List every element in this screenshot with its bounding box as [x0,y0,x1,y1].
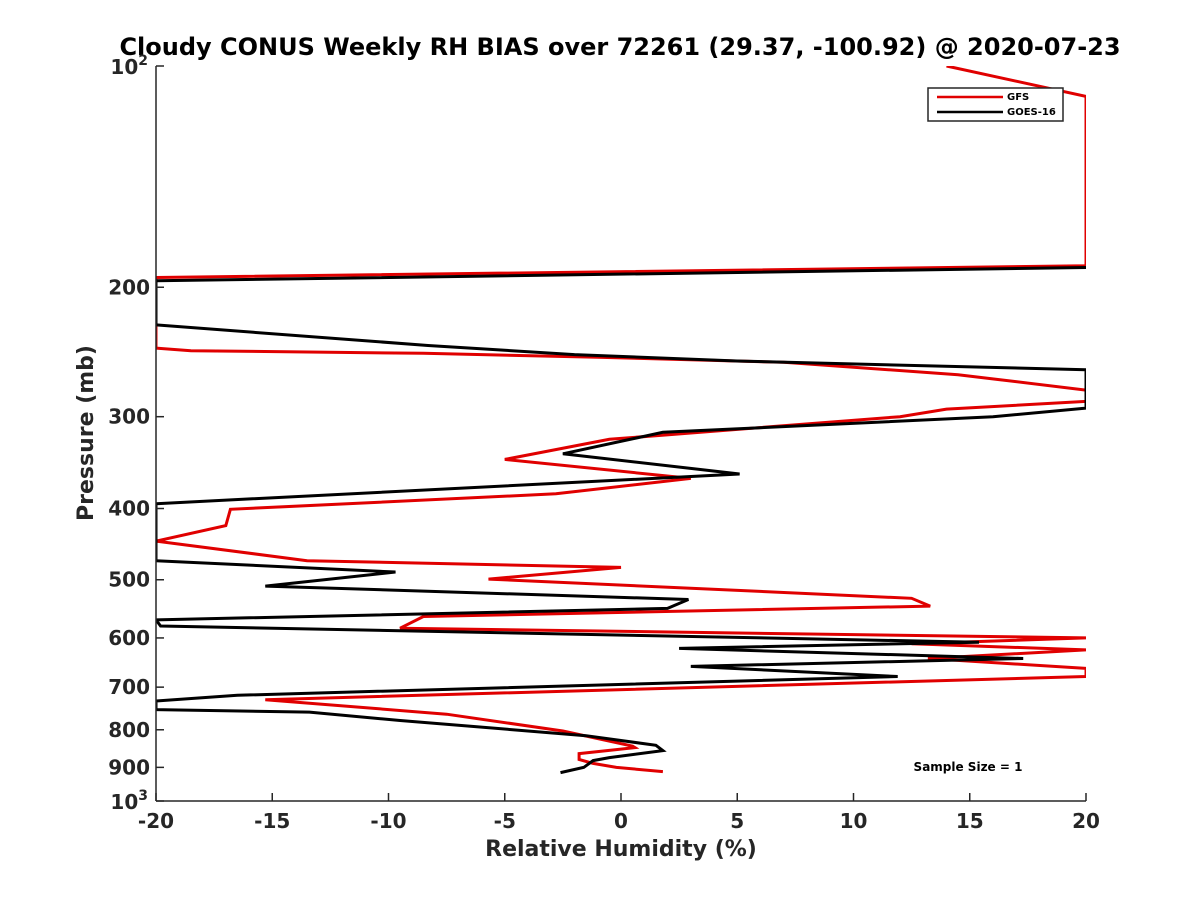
series-line-goes16 [156,266,1086,775]
x-tick-label: 20 [1072,809,1100,833]
y-tick-label: 800 [108,718,150,742]
x-tick-label: -10 [370,809,406,833]
plot-area: -20 -15 -10 -5 0 5 10 15 20 102 200 300 400 500 600 70… [108,53,1100,833]
sample-size-annotation: Sample Size = 1 [914,760,1023,774]
y-tick-label: 700 [108,675,150,699]
x-axis-ticks: -20 -15 -10 -5 0 5 10 15 20 [138,793,1100,833]
x-tick-label: 15 [956,809,984,833]
y-axis-ticks: 102 200 300 400 500 600 700 800 900 103 [108,53,164,814]
series-layer [156,66,1086,775]
x-axis-label: Relative Humidity (%) [485,837,757,862]
legend-label-goes16: GOES-16 [1007,107,1056,118]
x-tick-label: 10 [840,809,868,833]
y-tick-label: 400 [108,497,150,521]
y-tick-label: 900 [108,755,150,779]
y-tick-label: 600 [108,626,150,650]
y-tick-label: 500 [108,568,150,592]
x-tick-label: -20 [138,809,174,833]
x-tick-label: 5 [730,809,744,833]
y-tick-label: 300 [108,405,150,429]
y-axis-label: Pressure (mb) [74,345,99,521]
legend-label-gfs: GFS [1007,92,1029,103]
legend-box [927,87,1064,122]
chart-title: Cloudy CONUS Weekly RH BIAS over 72261 (… [119,33,1120,61]
x-tick-label: -15 [254,809,290,833]
y-tick-label: 102 [110,53,148,79]
y-tick-label: 103 [110,788,148,814]
y-tick-label: 200 [108,275,150,299]
x-tick-label: -5 [494,809,516,833]
x-tick-label: 0 [614,809,628,833]
legend: GFS GOES-16 [927,87,1064,122]
